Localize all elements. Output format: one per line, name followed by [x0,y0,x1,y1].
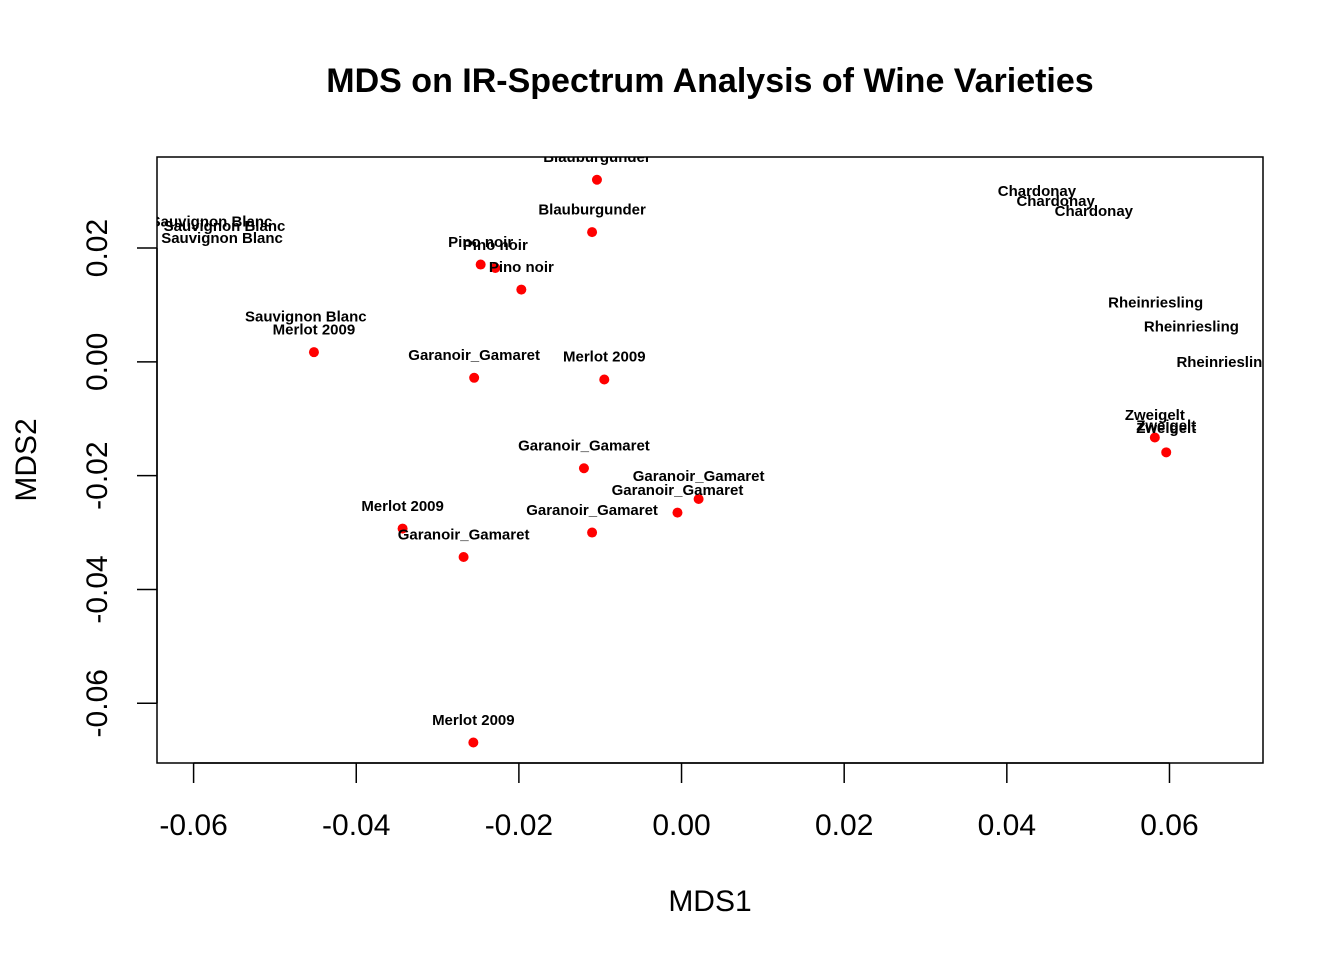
point-label: Sauvignon Blanc [245,308,367,325]
point-label: Pino noir [448,234,513,251]
point-label: Blauburgunder [538,201,646,218]
x-axis-label: MDS1 [668,885,751,918]
data-point [469,372,480,383]
point-label: Merlot 2009 [432,712,515,729]
point-label: Zweigelt [1136,420,1196,437]
x-tick-label: -0.06 [159,809,227,842]
point-label: Garanoir_Gamaret [612,482,744,499]
x-tick-label: -0.02 [485,809,553,842]
data-point [672,507,683,518]
y-tick-label: 0.00 [81,333,114,391]
point-label: Zweigelt [1125,407,1185,424]
point-label: Chardonay [998,183,1077,200]
chart-title: MDS on IR-Spectrum Analysis of Wine Vari… [326,62,1093,100]
point-label: Pino noir [489,259,554,276]
point-label: Zweigelt [1136,418,1196,435]
x-tick-label: 0.02 [815,809,873,842]
data-point [587,527,598,538]
point-label: Chardonay [1016,193,1095,210]
points-layer [308,174,1172,748]
point-label: Merlot 2009 [273,321,356,338]
point-label: Pino noir [463,237,528,254]
data-point [397,523,408,534]
data-point [475,259,486,270]
data-point [693,493,704,504]
data-point [458,552,469,563]
point-label: Merlot 2009 [563,349,646,366]
plot-frame [156,156,1264,764]
data-point [591,174,602,185]
point-label: Rheinriesling [1176,354,1271,371]
point-label: Sauvignon Blanc [161,230,283,247]
point-label: Garanoir_Gamaret [518,437,650,454]
point-label: Sauvignon Blanc [164,218,286,235]
y-tick-label: -0.04 [81,555,114,623]
data-point [468,737,479,748]
x-tick-label: -0.04 [322,809,390,842]
data-point [490,262,501,273]
x-tick-label: 0.04 [978,809,1036,842]
x-axis: -0.06 -0.04 -0.02 0.00 0.02 0.04 0.06 [159,762,1199,842]
point-label: Garanoir_Gamaret [398,526,530,543]
data-point [587,227,598,238]
y-axis-label: MDS2 [10,418,43,501]
point-label: Chardonay [1055,203,1134,220]
point-label: Sauvignon Blanc [151,213,273,230]
point-label: Blauburgunder [543,149,651,166]
y-tick-label: -0.02 [81,441,114,509]
y-tick-label: 0.02 [81,219,114,277]
point-label: Rheinriesling [1144,319,1239,336]
data-point [516,284,527,295]
data-point [1149,432,1160,443]
x-tick-label: 0.06 [1140,809,1198,842]
y-axis: -0.06 -0.04 -0.02 0.00 0.02 [81,219,158,737]
point-label: Garanoir_Gamaret [408,347,540,364]
point-label: Rheinriesling [1108,295,1203,312]
data-point [308,347,319,358]
y-tick-label: -0.06 [81,669,114,737]
data-point [1161,447,1172,458]
data-point [599,374,610,385]
x-tick-label: 0.00 [652,809,710,842]
data-point [578,463,589,474]
point-label: Garanoir_Gamaret [526,502,658,519]
point-label: Garanoir_Gamaret [633,468,765,485]
point-label: Merlot 2009 [361,498,444,515]
